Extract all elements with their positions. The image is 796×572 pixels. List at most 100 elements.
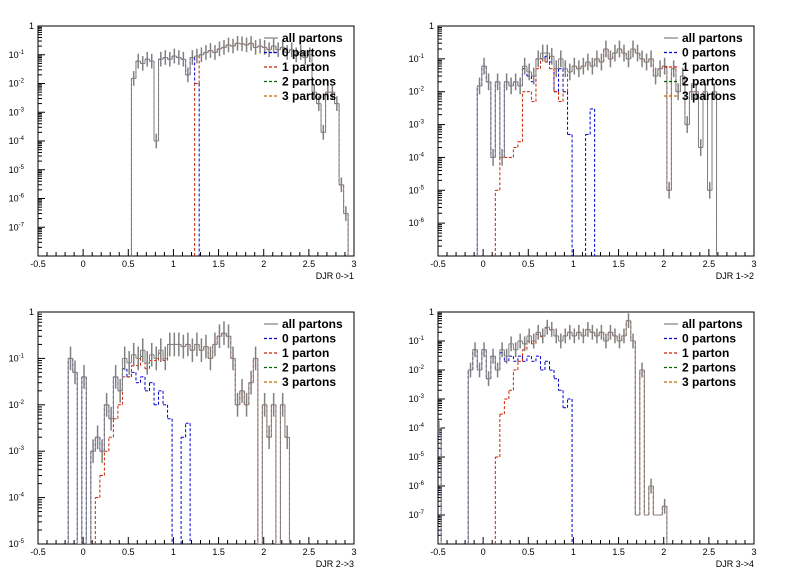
- x-tick-label: 1: [171, 259, 176, 269]
- x-tick-label: -0.5: [30, 547, 46, 557]
- y-tick-label: 10-4: [409, 423, 425, 433]
- y-tick-label: 10-3: [9, 107, 25, 117]
- x-tick-label: 3: [351, 259, 356, 269]
- y-tick-label: 1: [29, 307, 34, 317]
- x-tick-label: -0.5: [430, 547, 446, 557]
- x-tick-label: 1.5: [212, 547, 225, 557]
- y-tick-label: 10-1: [409, 336, 425, 346]
- legend-label: all partons: [282, 31, 343, 45]
- legend-label: 1 parton: [682, 60, 729, 74]
- y-tick-label: 10-1: [9, 353, 25, 363]
- y-tick-label: 10-2: [409, 87, 425, 97]
- x-tick-label: 2: [261, 547, 266, 557]
- series-all-partons: [438, 313, 668, 544]
- legend-label: all partons: [682, 31, 743, 45]
- chart-panel-4: -0.5 0 0.5 1 1.5 2 2.5 3 10-7 10-6 10-5 10-4 10-3 10-…: [409, 307, 757, 569]
- x-tick-label: 1.5: [612, 259, 625, 269]
- x-tick-label: 1.5: [612, 547, 625, 557]
- y-tick-label: 10-6: [409, 481, 425, 491]
- x-tick-label: 0: [481, 259, 486, 269]
- legend-label: 2 partons: [282, 361, 336, 375]
- x-axis-title: DJR 3->4: [716, 559, 754, 569]
- legend-label: 1 parton: [282, 346, 329, 360]
- legend-label: 0 partons: [282, 46, 336, 60]
- legend-label: 0 partons: [682, 46, 736, 60]
- y-tick-label: 10-7: [9, 222, 25, 232]
- y-tick-label: 10-3: [409, 394, 425, 404]
- x-tick-label: 2.5: [703, 259, 716, 269]
- y-tick-label: 10-6: [9, 194, 25, 204]
- x-tick-label: -0.5: [430, 259, 446, 269]
- y-tick-label: 10-2: [9, 400, 25, 410]
- x-tick-label: 2: [661, 259, 666, 269]
- y-tick-label: 1: [29, 21, 34, 31]
- y-tick-label: 1: [429, 307, 434, 317]
- x-tick-label: 0: [81, 547, 86, 557]
- chart-panel-2: -0.5 0 0.5 1 1.5 2 2.5 3 10-6 10-5 10-4 10-3 10-2 10-…: [409, 21, 757, 281]
- chart-panel-1: -0.5 0 0.5 1 1.5 2 2.5 3 10-7 10-6 10-5 10-4 10-3 10-…: [9, 21, 357, 281]
- legend-label: all partons: [282, 317, 343, 331]
- series-all-partons: [130, 35, 349, 256]
- legend-label: all partons: [682, 317, 743, 331]
- plot-frame: [37, 311, 355, 545]
- y-tick-label: 10-2: [409, 365, 425, 375]
- legend-label: 1 parton: [682, 346, 729, 360]
- x-tick-label: 3: [751, 547, 756, 557]
- legend-label: 1 parton: [282, 60, 329, 74]
- x-tick-label: 3: [351, 547, 356, 557]
- plot-frame: [437, 25, 755, 257]
- series-0-partons: [130, 55, 200, 256]
- x-tick-label: 0.5: [522, 259, 535, 269]
- y-tick-label: 10-3: [409, 120, 425, 130]
- y-tick-label: 1: [429, 21, 434, 31]
- series-all-partons: [67, 321, 290, 544]
- legend-label: 3 partons: [682, 375, 736, 389]
- series-1-parton: [494, 320, 668, 544]
- x-axis-title: DJR 2->3: [316, 559, 354, 569]
- x-tick-label: 0.5: [522, 547, 535, 557]
- y-tick-label: 10-2: [9, 79, 25, 89]
- x-tick-label: 2: [661, 547, 666, 557]
- series-0-partons: [438, 349, 573, 544]
- x-tick-label: -0.5: [30, 259, 46, 269]
- y-tick-label: 10-6: [409, 218, 425, 228]
- y-tick-label: 10-4: [9, 136, 25, 146]
- y-tick-label: 10-5: [9, 539, 25, 549]
- x-tick-label: 1.5: [212, 259, 225, 269]
- x-tick-label: 0: [81, 259, 86, 269]
- y-tick-label: 10-1: [9, 50, 25, 60]
- x-axis-title: DJR 1->2: [716, 271, 754, 281]
- x-tick-label: 2.5: [703, 547, 716, 557]
- y-tick-label: 10-3: [9, 446, 25, 456]
- y-tick-label: 10-4: [409, 152, 425, 162]
- y-tick-label: 10-5: [9, 165, 25, 175]
- x-tick-label: 1: [171, 547, 176, 557]
- chart-panel-3: -0.5 0 0.5 1 1.5 2 2.5 3 10-5 10-4 10-3 10-2 10-1 1 DJ…: [9, 307, 357, 569]
- x-tick-label: 2: [261, 259, 266, 269]
- legend-label: 2 partons: [682, 75, 736, 89]
- y-tick-label: 10-4: [9, 493, 25, 503]
- y-tick-label: 10-5: [409, 185, 425, 195]
- x-tick-label: 1: [571, 547, 576, 557]
- x-tick-label: 2.5: [303, 547, 316, 557]
- legend-label: 0 partons: [682, 332, 736, 346]
- y-tick-label: 10-7: [409, 510, 425, 520]
- x-tick-label: 2.5: [303, 259, 316, 269]
- y-tick-label: 10-1: [409, 54, 425, 64]
- legend-label: 2 partons: [282, 75, 336, 89]
- x-tick-label: 0.5: [122, 259, 135, 269]
- legend-label: 3 partons: [282, 89, 336, 103]
- x-tick-label: 0: [481, 547, 486, 557]
- series-all-partons: [476, 40, 718, 256]
- x-tick-label: 0.5: [122, 547, 135, 557]
- legend-label: 3 partons: [282, 375, 336, 389]
- y-tick-label: 10-5: [409, 452, 425, 462]
- x-axis-title: DJR 0->1: [316, 271, 354, 281]
- legend-label: 0 partons: [282, 332, 336, 346]
- legend-label: 2 partons: [682, 361, 736, 375]
